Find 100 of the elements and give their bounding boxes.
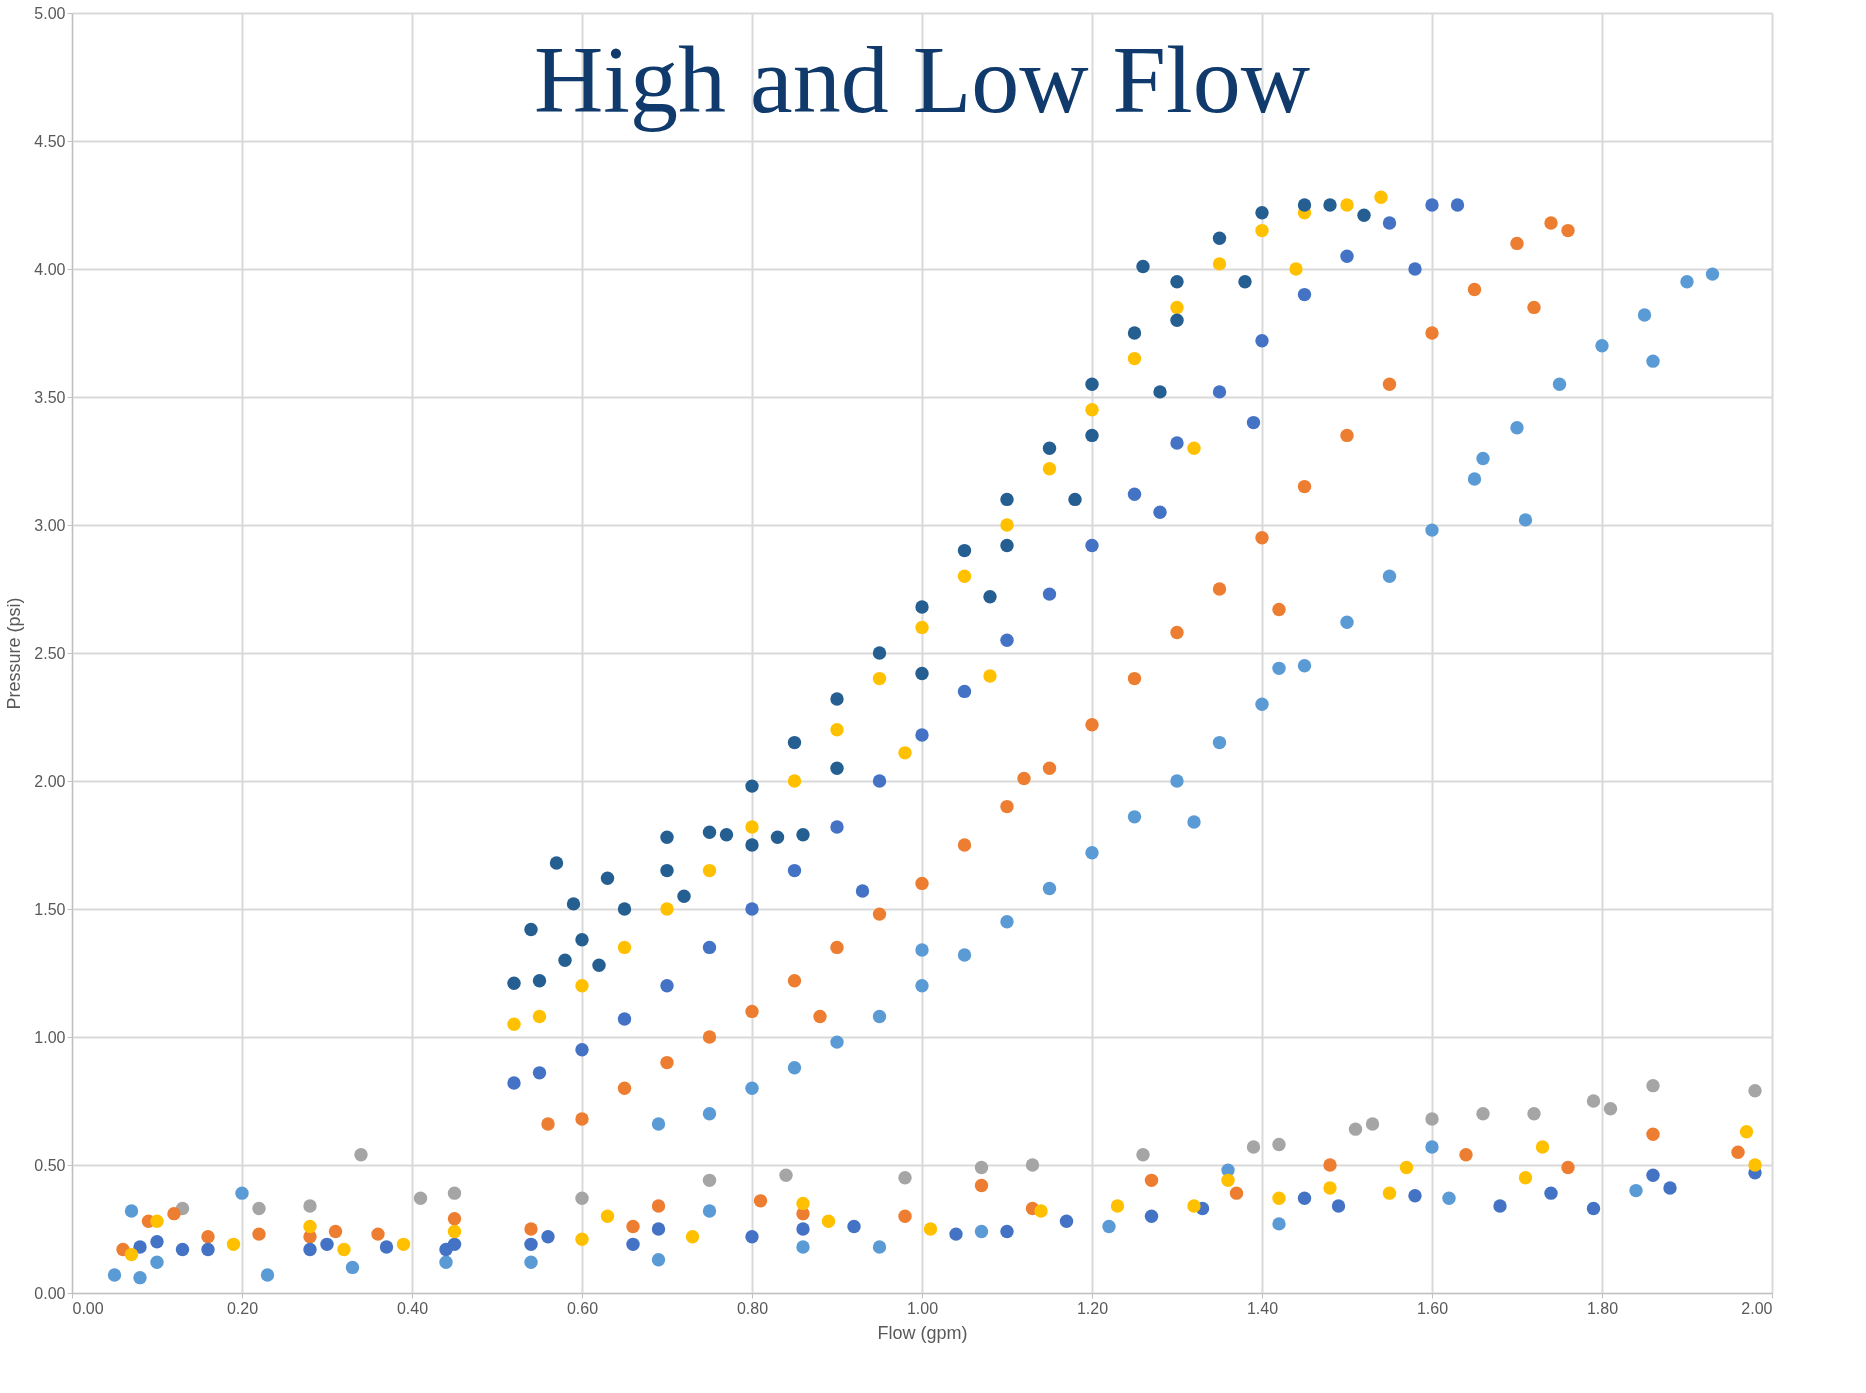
point bbox=[617, 940, 632, 955]
point bbox=[830, 761, 844, 775]
point bbox=[787, 863, 802, 878]
point bbox=[303, 1219, 317, 1234]
point bbox=[1127, 487, 1142, 501]
y-tick-label: 3.00 bbox=[34, 516, 66, 534]
point bbox=[872, 1240, 887, 1254]
point bbox=[1365, 1117, 1380, 1131]
point bbox=[1297, 659, 1312, 673]
point bbox=[1042, 461, 1057, 476]
y-tick-label: 5.00 bbox=[34, 4, 66, 22]
point bbox=[1603, 1101, 1618, 1116]
point bbox=[796, 1240, 810, 1254]
point bbox=[1272, 1191, 1286, 1205]
point bbox=[1127, 351, 1142, 366]
point bbox=[1153, 385, 1167, 399]
point bbox=[1297, 198, 1312, 212]
point bbox=[1170, 436, 1184, 450]
point bbox=[702, 1107, 717, 1121]
point bbox=[702, 940, 717, 955]
point bbox=[1085, 377, 1099, 391]
point bbox=[1527, 300, 1541, 315]
point bbox=[1246, 1140, 1261, 1154]
point bbox=[345, 1260, 360, 1275]
point bbox=[558, 953, 572, 967]
point bbox=[983, 589, 997, 604]
point bbox=[1544, 216, 1558, 230]
point bbox=[1646, 1078, 1660, 1093]
point bbox=[626, 1237, 640, 1252]
point bbox=[779, 1168, 793, 1182]
point bbox=[1527, 1107, 1541, 1121]
point bbox=[847, 1219, 861, 1234]
point bbox=[957, 569, 972, 583]
chart-title: High and Low Flow bbox=[534, 26, 1310, 134]
point bbox=[957, 948, 972, 962]
point bbox=[524, 1222, 538, 1236]
point bbox=[1272, 602, 1286, 617]
point bbox=[1272, 1217, 1286, 1231]
point bbox=[1059, 1214, 1074, 1229]
point bbox=[541, 1229, 555, 1244]
point bbox=[1144, 1173, 1159, 1188]
point bbox=[617, 1012, 632, 1026]
point bbox=[1374, 190, 1388, 205]
point bbox=[745, 1004, 759, 1019]
point bbox=[1085, 845, 1099, 860]
point bbox=[1357, 208, 1371, 222]
point bbox=[1238, 275, 1252, 289]
point bbox=[396, 1237, 411, 1252]
point bbox=[660, 830, 674, 845]
point bbox=[702, 1173, 717, 1188]
x-tick-label: 1.40 bbox=[1246, 1299, 1279, 1317]
point bbox=[1561, 223, 1575, 238]
point bbox=[354, 1148, 368, 1162]
point bbox=[1408, 262, 1422, 276]
point bbox=[660, 1055, 674, 1070]
point bbox=[1042, 441, 1057, 455]
point bbox=[651, 1253, 666, 1267]
point bbox=[974, 1224, 989, 1239]
point bbox=[600, 871, 615, 885]
point bbox=[872, 646, 887, 660]
point bbox=[1425, 326, 1439, 340]
point bbox=[379, 1240, 394, 1254]
point bbox=[1187, 1199, 1201, 1213]
point bbox=[830, 723, 844, 737]
point bbox=[1323, 1181, 1337, 1195]
point bbox=[1552, 377, 1567, 391]
point bbox=[226, 1237, 241, 1252]
point bbox=[235, 1186, 249, 1200]
point bbox=[1408, 1189, 1422, 1203]
point bbox=[983, 669, 997, 683]
point bbox=[1535, 1140, 1550, 1154]
point bbox=[1425, 1140, 1439, 1154]
point bbox=[575, 1191, 589, 1205]
y-tick-label: 0.50 bbox=[34, 1156, 66, 1174]
point bbox=[575, 1112, 589, 1126]
point bbox=[303, 1199, 317, 1213]
point bbox=[898, 746, 912, 760]
point bbox=[175, 1242, 190, 1257]
point bbox=[1170, 275, 1184, 289]
point bbox=[1212, 735, 1227, 750]
point bbox=[447, 1237, 462, 1252]
point bbox=[745, 902, 759, 916]
point bbox=[1331, 1199, 1346, 1213]
point bbox=[1042, 881, 1057, 896]
point bbox=[813, 1009, 827, 1024]
point bbox=[1646, 1168, 1660, 1182]
point bbox=[702, 1030, 717, 1044]
point bbox=[1034, 1204, 1048, 1218]
point bbox=[702, 825, 717, 839]
point bbox=[1476, 1107, 1490, 1121]
x-tick-label: 0.40 bbox=[396, 1299, 429, 1317]
point bbox=[303, 1242, 317, 1257]
point bbox=[617, 1081, 632, 1095]
point bbox=[617, 902, 632, 916]
point bbox=[532, 1009, 547, 1024]
point bbox=[524, 922, 538, 937]
point bbox=[1382, 216, 1397, 230]
point bbox=[1187, 815, 1201, 829]
x-tick-label: 2.00 bbox=[1741, 1299, 1773, 1317]
point bbox=[1102, 1219, 1116, 1234]
